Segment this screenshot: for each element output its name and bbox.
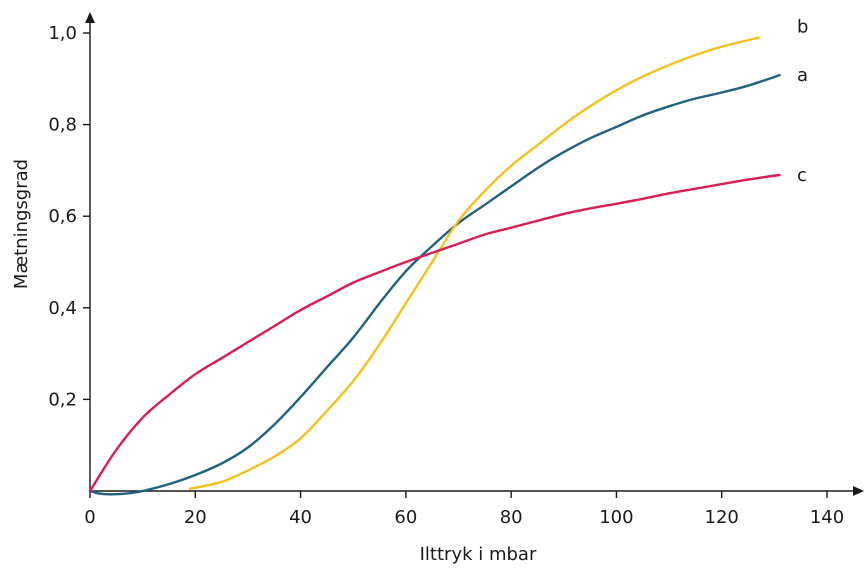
x-tick-label: 0 <box>84 507 95 528</box>
series-line-b <box>188 36 760 490</box>
x-tick-label: 120 <box>705 507 739 528</box>
y-axis-arrowhead <box>85 12 95 23</box>
x-axis-title: Ilttryk i mbar <box>420 544 537 565</box>
y-ticks: 0,2 0,4 0,6 0,8 1,0 <box>48 23 90 410</box>
series-label-a: a <box>797 65 808 86</box>
x-tick-label: 140 <box>810 507 844 528</box>
axes <box>85 12 864 496</box>
x-axis-arrowhead <box>853 486 864 496</box>
y-axis-title: Mætningsgrad <box>11 159 32 289</box>
y-tick-label: 0,8 <box>48 115 77 136</box>
x-tick-label: 20 <box>184 507 207 528</box>
series-labels: a b c <box>797 17 808 186</box>
y-tick-label: 1,0 <box>48 23 77 44</box>
x-tick-label: 60 <box>394 507 417 528</box>
x-tick-label: 100 <box>599 507 633 528</box>
series-line-c <box>88 173 781 493</box>
y-tick-label: 0,4 <box>48 298 77 319</box>
series-line-a <box>88 73 781 496</box>
y-tick-label: 0,6 <box>48 206 77 227</box>
series-lines <box>88 36 781 496</box>
series-label-b: b <box>797 17 808 38</box>
x-ticks: 0 20 40 60 80 100 120 140 <box>84 491 844 528</box>
y-tick-label: 0,2 <box>48 389 77 410</box>
x-tick-label: 80 <box>500 507 523 528</box>
x-tick-label: 40 <box>289 507 312 528</box>
series-label-c: c <box>797 165 807 186</box>
